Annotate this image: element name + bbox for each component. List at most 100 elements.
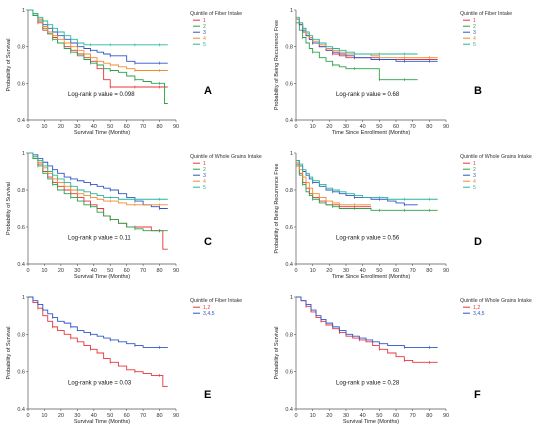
- x-tick-label: 30: [343, 268, 349, 274]
- x-axis-label: Time Since Enrollment (Months): [332, 274, 411, 280]
- x-tick-label: 60: [124, 413, 130, 419]
- x-tick-label: 0: [294, 268, 297, 274]
- legend-label: 1: [203, 161, 206, 167]
- panel-letter: B: [474, 85, 482, 97]
- series-line-3-4-5: [28, 296, 168, 348]
- log-rank-annotation: Log-rank p value = 0.098: [68, 92, 135, 98]
- x-tick-label: 50: [376, 413, 382, 419]
- legend-label: 5: [473, 42, 476, 48]
- panel-letter: F: [474, 389, 481, 401]
- x-tick-label: 90: [443, 124, 449, 130]
- x-tick-label: 80: [426, 413, 432, 419]
- x-tick-label: 0: [26, 124, 29, 130]
- x-tick-label: 60: [393, 413, 399, 419]
- panel-letter: E: [204, 389, 211, 401]
- y-tick-label: 0.6: [285, 370, 293, 376]
- x-tick-label: 10: [310, 268, 316, 274]
- series-line-3: [28, 9, 168, 64]
- x-tick-label: 30: [74, 124, 80, 130]
- x-tick-label: 40: [360, 413, 366, 419]
- y-tick-label: 0.8: [17, 332, 25, 338]
- x-tick-label: 10: [41, 268, 47, 274]
- x-tick-label: 90: [173, 124, 179, 130]
- y-tick-label: 0.8: [17, 188, 25, 194]
- x-tick-label: 70: [410, 413, 416, 419]
- y-tick-label: 0.4: [285, 407, 293, 413]
- x-tick-label: 80: [156, 413, 162, 419]
- y-tick-label: 1: [290, 295, 293, 301]
- chart-panel-c: 0 10 20 30 40 50 60 70 80 90 0.4 0.6 0.8 1 Survival Ti…: [6, 151, 262, 280]
- y-tick-label: 1: [22, 295, 25, 301]
- legend-label: 5: [473, 185, 476, 191]
- x-tick-label: 30: [74, 413, 80, 419]
- y-axis-label: Probability of Being Recurrence Free: [274, 20, 280, 110]
- legend-label: 4: [473, 36, 476, 42]
- legend-title: Quintile of Whole Grains Intake: [190, 154, 262, 160]
- y-tick-label: 0.6: [17, 225, 25, 231]
- x-tick-label: 70: [410, 268, 416, 274]
- series-line-5: [28, 152, 168, 200]
- x-tick-label: 80: [426, 124, 432, 130]
- legend-label: 1,2: [203, 305, 210, 311]
- x-tick-label: 80: [426, 268, 432, 274]
- legend-title: Quintile of Whole Grains Intake: [460, 298, 532, 304]
- legend-label: 5: [203, 185, 206, 191]
- x-tick-label: 40: [360, 268, 366, 274]
- chart-panel-d: 0 10 20 30 40 50 60 70 80 90 0.4 0.6 0.8 1 Time Since …: [274, 151, 532, 280]
- legend-label: 3,4,5: [473, 311, 485, 317]
- legend-title: Quintile of Fiber Intake: [190, 11, 242, 17]
- x-tick-label: 60: [124, 124, 130, 130]
- x-tick-label: 50: [107, 124, 113, 130]
- legend-label: 3: [203, 173, 206, 179]
- x-tick-label: 90: [443, 268, 449, 274]
- panel-letter: C: [204, 236, 212, 248]
- y-tick-label: 0.6: [285, 81, 293, 87]
- legend-label: 1,2: [473, 305, 480, 311]
- x-tick-label: 90: [173, 413, 179, 419]
- series-line-3: [296, 159, 418, 206]
- series-line-4: [28, 152, 168, 206]
- chart-panel-b: 0 10 20 30 40 50 60 70 80 90 0.4 0.6 0.8 1 Time Since …: [274, 8, 512, 136]
- series-line-3: [28, 152, 168, 209]
- panel-letter: D: [474, 236, 482, 248]
- series-line-4: [28, 9, 168, 71]
- series-line-2: [296, 22, 418, 81]
- series-line-5: [296, 16, 418, 55]
- x-tick-label: 60: [393, 124, 399, 130]
- series-line-1: [28, 9, 168, 88]
- legend-label: 4: [473, 179, 476, 185]
- y-tick-label: 1: [22, 8, 25, 14]
- chart-panel-f: 0 10 20 30 40 50 60 70 80 90 0.4 0.6 0.8 1 Survival Ti…: [274, 295, 532, 425]
- legend-label: 2: [203, 24, 206, 30]
- legend-label: 3: [203, 30, 206, 36]
- x-tick-label: 10: [41, 124, 47, 130]
- x-tick-label: 80: [156, 268, 162, 274]
- y-axis-label: Probability of Survival: [6, 182, 12, 235]
- y-tick-label: 1: [22, 151, 25, 157]
- x-tick-label: 30: [343, 413, 349, 419]
- legend-title: Quintile of Fiber Intake: [460, 11, 512, 17]
- y-axis-label: Probability of Survival: [6, 327, 12, 380]
- legend-label: 2: [473, 24, 476, 30]
- y-tick-label: 0.8: [285, 188, 293, 194]
- y-tick-label: 0.4: [17, 262, 25, 268]
- log-rank-annotation: Log-rank p value = 0.56: [336, 236, 400, 242]
- series-line-3-4-5: [296, 296, 438, 348]
- legend-label: 1: [203, 18, 206, 24]
- x-tick-label: 10: [310, 413, 316, 419]
- x-tick-label: 40: [360, 124, 366, 130]
- legend-label: 5: [203, 42, 206, 48]
- legend-title: Quintile of Fiber Intake: [190, 298, 242, 304]
- series-line-1: [296, 163, 371, 208]
- y-tick-label: 0.4: [17, 407, 25, 413]
- x-tick-label: 50: [107, 413, 113, 419]
- x-tick-label: 40: [91, 413, 97, 419]
- series-line-3: [296, 18, 438, 62]
- x-tick-label: 20: [326, 268, 332, 274]
- legend-label: 4: [203, 36, 206, 42]
- x-tick-label: 70: [140, 413, 146, 419]
- x-tick-label: 20: [58, 124, 64, 130]
- x-tick-label: 20: [326, 124, 332, 130]
- legend-label: 3: [473, 173, 476, 179]
